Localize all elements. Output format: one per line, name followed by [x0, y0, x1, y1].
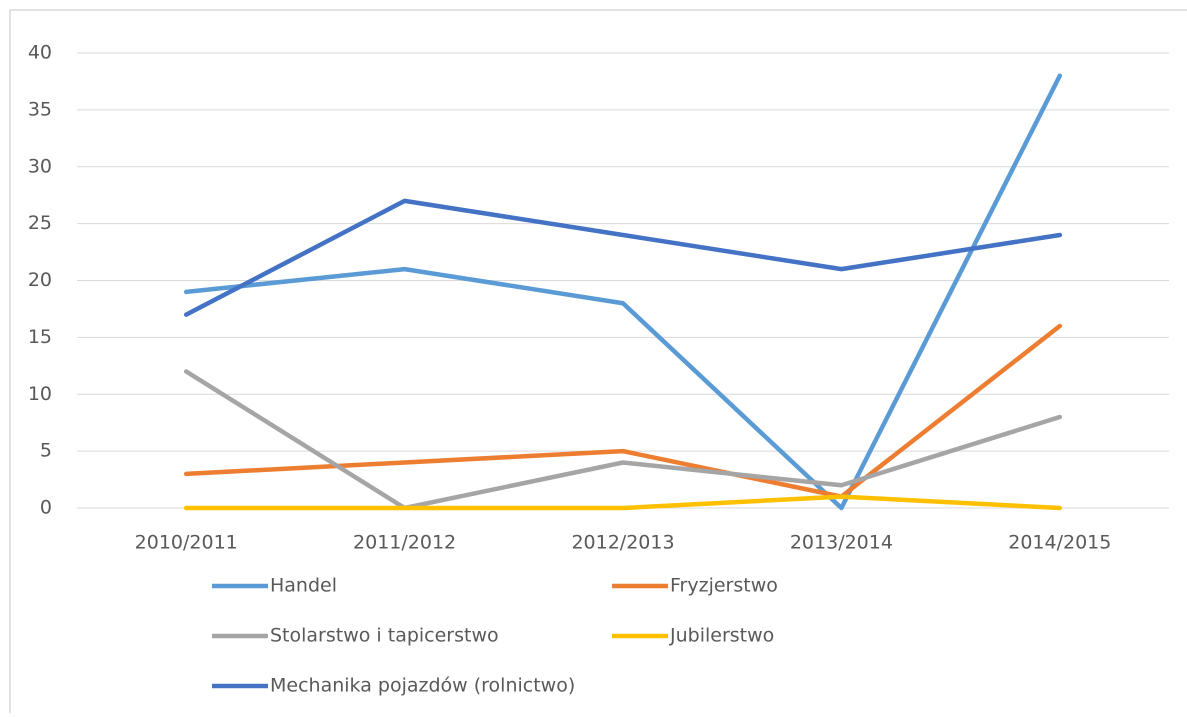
series-line — [183, 73, 1063, 511]
x-tick-label: 2013/2014 — [790, 532, 893, 554]
x-tick-label: 2012/2013 — [571, 532, 674, 554]
series-line — [183, 323, 1063, 499]
x-tick-label: 2010/2011 — [135, 532, 238, 554]
y-tick-label: 0 — [40, 497, 52, 519]
series-line — [183, 369, 1063, 511]
legend-label: Fryzjerstwo — [670, 575, 778, 597]
y-tick-label: 40 — [28, 42, 52, 64]
y-tick-label: 5 — [40, 440, 52, 462]
legend-label: Jubilerstwo — [669, 625, 774, 647]
y-tick-label: 30 — [28, 155, 52, 177]
y-tick-label: 35 — [28, 98, 52, 120]
legend-label: Mechanika pojazdów (rolnictwo) — [270, 675, 575, 697]
legend-label: Handel — [270, 575, 337, 597]
series-line — [183, 198, 1063, 317]
x-tick-label: 2011/2012 — [353, 532, 456, 554]
y-tick-label: 15 — [28, 326, 52, 348]
y-tick-label: 20 — [28, 269, 52, 291]
legend-label: Stolarstwo i tapicerstwo — [270, 625, 499, 647]
chart-frame — [9, 9, 1187, 717]
x-tick-label: 2014/2015 — [1008, 532, 1111, 554]
y-tick-label: 25 — [28, 212, 52, 234]
series-line — [183, 494, 1063, 511]
y-tick-label: 10 — [28, 383, 52, 405]
